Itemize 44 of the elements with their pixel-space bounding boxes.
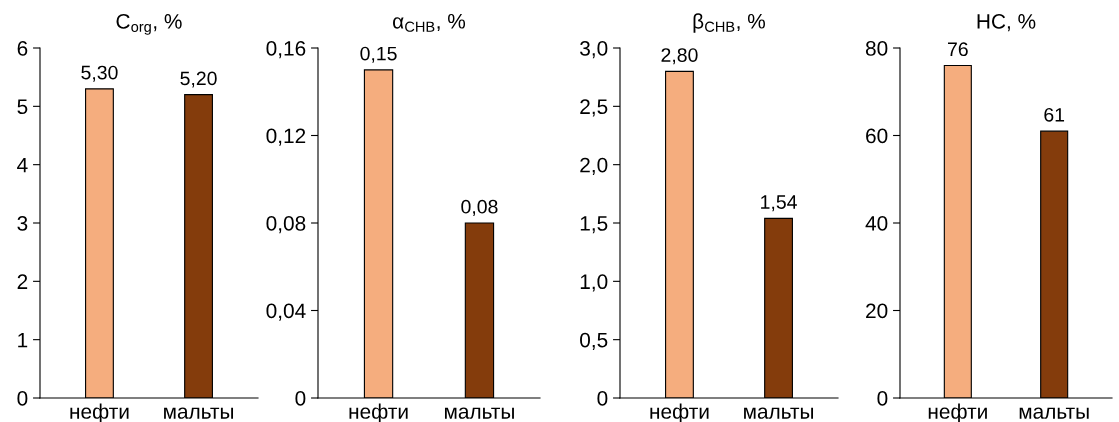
- y-tick-label: 60: [866, 128, 888, 144]
- y-tick-label: 0: [17, 391, 28, 406]
- chart-title: α$_{CHB}$, %: [393, 13, 466, 32]
- data-label: 2,80: [661, 48, 698, 65]
- chart-title: C$_{org}$, %: [116, 13, 182, 35]
- y-tick-label: 1,0: [580, 274, 608, 292]
- x-tick-label: мальты: [744, 407, 814, 419]
- y-tick-label: 2,0: [580, 157, 608, 175]
- x-tick-label: мальты: [444, 407, 514, 419]
- data-label: 61: [1044, 107, 1065, 122]
- x-tick-label: нефти: [70, 403, 129, 422]
- x-tick-label: мальты: [164, 407, 234, 419]
- y-tick-label: 5: [17, 99, 28, 115]
- x-tick-label: нефти: [650, 403, 709, 422]
- data-label: 1,54: [761, 195, 797, 212]
- y-tick-label: 20: [866, 303, 888, 319]
- y-tick-label: 3: [17, 216, 28, 231]
- x-tick-label: нефти: [349, 403, 408, 422]
- data-label: 5,30: [81, 65, 118, 82]
- y-tick-label: 0,12: [266, 128, 306, 146]
- data-label: 0,08: [461, 199, 498, 216]
- y-tick-label: 0: [597, 391, 608, 406]
- y-tick-label: 0,08: [266, 216, 306, 234]
- y-tick-label: 0,16: [266, 41, 306, 59]
- y-tick-label: 1: [18, 332, 28, 348]
- y-tick-label: 2,5: [580, 99, 608, 117]
- x-tick-label: мальты: [1019, 407, 1089, 419]
- data-label: 0,15: [360, 46, 397, 63]
- y-tick-label: 3,0: [580, 41, 608, 59]
- y-tick-label: 80: [865, 41, 888, 56]
- y-tick-label: 0,04: [266, 303, 306, 321]
- y-tick-label: 0: [877, 391, 888, 406]
- y-tick-label: 40: [865, 216, 888, 231]
- y-tick-label: 4: [17, 157, 28, 173]
- y-tick-label: 0,5: [580, 332, 608, 350]
- y-tick-label: 6: [17, 41, 28, 56]
- data-label: 5,20: [180, 71, 217, 88]
- chart-title: β$_{CHB}$, %: [693, 13, 765, 33]
- data-label: 76: [948, 42, 968, 57]
- chart-title: HC, %: [977, 14, 1036, 32]
- x-tick-label: нефти: [928, 403, 987, 422]
- y-tick-label: 0: [295, 391, 306, 406]
- y-tick-label: 2: [17, 274, 28, 289]
- y-tick-label: 1,5: [580, 216, 608, 234]
